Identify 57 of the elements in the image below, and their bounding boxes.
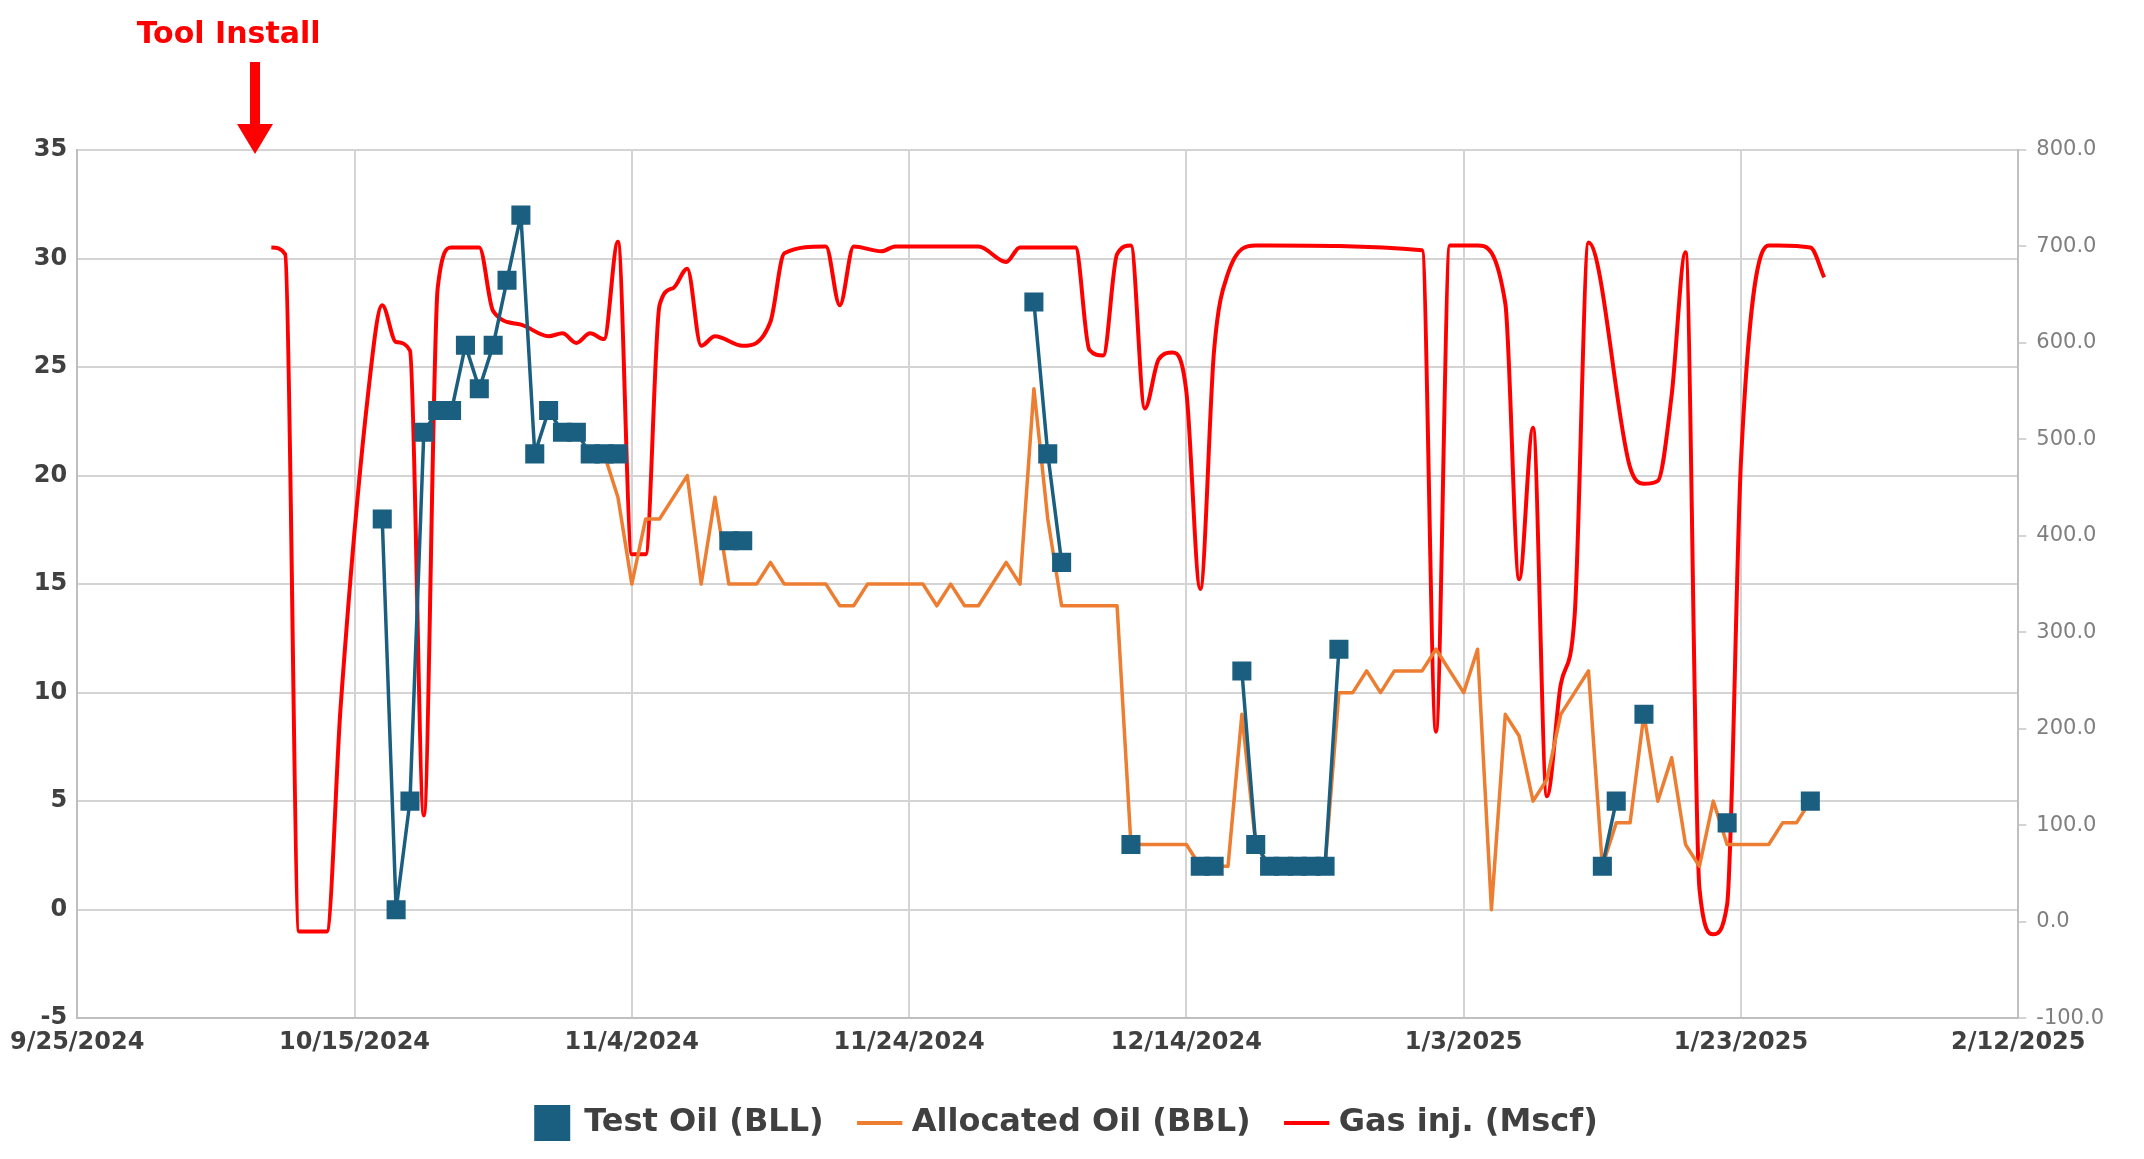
point [1315, 856, 1335, 876]
y-tick-label: 20 [33, 459, 68, 488]
y-tick-label: 5 [50, 785, 68, 814]
x-tick-label: 10/15/2024 [278, 1026, 431, 1055]
point [497, 270, 517, 290]
y2-tick-label: 500.0 [2036, 425, 2097, 450]
point [608, 444, 628, 464]
y2-tick-label: 700.0 [2036, 232, 2097, 257]
y-tick-label: 10 [33, 676, 68, 705]
point [1204, 856, 1224, 876]
point [1024, 292, 1044, 312]
point [733, 531, 753, 551]
y2-tick-label: 100.0 [2036, 811, 2097, 836]
x-tick-label: 12/14/2024 [1110, 1026, 1262, 1055]
y2-tick-label: 0.0 [2036, 908, 2070, 933]
legend-label: Gas inj. (Mscf) [1338, 1101, 1598, 1140]
point [372, 509, 392, 529]
text: Tool Install [136, 14, 321, 50]
point [1232, 661, 1252, 681]
point [1634, 704, 1654, 724]
y2-tick-label: 800.0 [2036, 136, 2097, 161]
y2-tick-label: 400.0 [2036, 522, 2097, 547]
x-tick-label: 1/3/2025 [1404, 1026, 1523, 1055]
point [1606, 791, 1626, 811]
y2-tick-label: 600.0 [2036, 329, 2097, 354]
y-tick-label: 35 [33, 134, 68, 163]
x-tick-label: 11/24/2024 [833, 1026, 985, 1055]
x-tick-label: 11/4/2024 [564, 1026, 700, 1055]
point [400, 791, 420, 811]
point [1329, 639, 1349, 659]
point [525, 444, 545, 464]
point [1800, 791, 1820, 811]
y-tick-label: 25 [33, 351, 68, 380]
point [511, 205, 531, 225]
y-tick-label: 15 [33, 568, 68, 597]
legend-label: Allocated Oil (BBL) [911, 1101, 1251, 1140]
point [566, 422, 586, 442]
point [469, 379, 489, 399]
point [483, 335, 503, 355]
point [1246, 835, 1266, 855]
point [539, 400, 559, 420]
x-tick-label: 1/23/2025 [1673, 1026, 1809, 1055]
y2-tick-label: 300.0 [2036, 618, 2097, 643]
point [1717, 813, 1737, 833]
point [1052, 552, 1072, 572]
y-tick-label: 0 [50, 893, 68, 922]
point [414, 422, 434, 442]
point [1038, 444, 1058, 464]
y2-tick-label: 200.0 [2036, 715, 2097, 740]
point [1592, 856, 1612, 876]
x-tick-label: 2/12/2025 [1951, 1026, 2086, 1055]
y2-tick-label: -100.0 [2036, 1004, 2105, 1029]
point [455, 335, 475, 355]
point [1121, 835, 1141, 855]
point [386, 900, 406, 920]
legend-label: Test Oil (BLL) [584, 1101, 824, 1140]
y-tick-label: 30 [33, 242, 68, 271]
